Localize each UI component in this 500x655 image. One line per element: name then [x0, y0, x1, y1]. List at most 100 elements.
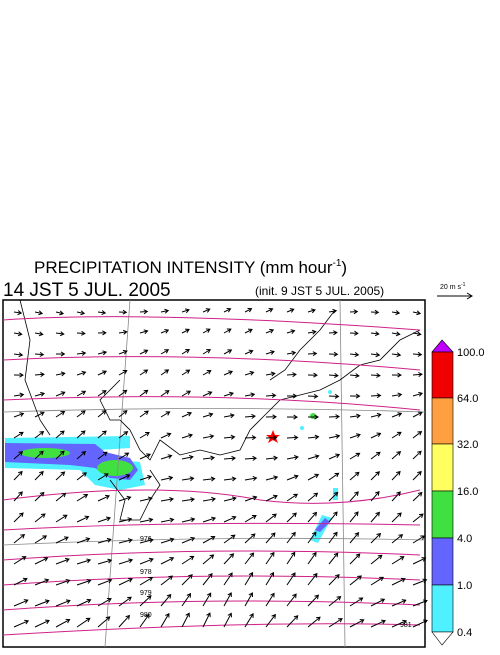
- wind-arrow: [223, 553, 235, 565]
- wind-arrow: [160, 475, 174, 481]
- wind-arrow: [202, 412, 214, 418]
- wind-arrow: [265, 414, 278, 420]
- wind-arrow: [139, 369, 149, 376]
- wind-arrow: [223, 391, 234, 397]
- wind-arrow: [55, 351, 66, 357]
- wind-arrow: [139, 329, 149, 335]
- colorbar-label: 32.0: [457, 439, 478, 451]
- wind-arrow: [328, 511, 338, 523]
- wind-arrow: [13, 470, 23, 481]
- wind-arrow: [55, 471, 66, 481]
- wind-arrow: [34, 619, 50, 628]
- wind-arrow: [391, 491, 401, 502]
- wind-arrow: [349, 619, 365, 628]
- wind-arrow: [118, 452, 130, 460]
- wind-arrow: [160, 328, 170, 334]
- wind-arrow: [55, 310, 65, 316]
- wind-arrow: [223, 434, 236, 440]
- wind-arrow: [391, 534, 404, 544]
- wind-arrow: [412, 599, 428, 607]
- wind-arrow: [307, 329, 317, 335]
- wind-arrow: [202, 434, 215, 440]
- wind-arrow: [265, 455, 279, 461]
- wind-arrow: [181, 536, 196, 544]
- wind-arrow: [391, 577, 406, 586]
- wind-arrow: [412, 470, 422, 481]
- wind-arrow: [412, 513, 424, 523]
- wind-arrow: [349, 433, 361, 439]
- wind-arrow: [55, 536, 69, 544]
- wind-arrow: [76, 410, 86, 418]
- wind-arrow: [139, 309, 149, 315]
- wind-arrow: [76, 617, 91, 628]
- wind-arrow: [118, 538, 133, 544]
- wind-arrow: [202, 455, 216, 461]
- wind-arrow: [223, 476, 237, 482]
- wind-arrow: [223, 534, 236, 544]
- wind-arrow: [34, 331, 44, 337]
- wind-arrow: [412, 619, 428, 628]
- wind-arrow: [286, 435, 299, 441]
- wind-arrow: [118, 577, 133, 586]
- wind-arrow: [286, 455, 299, 460]
- wind-arrow: [307, 551, 317, 565]
- wind-arrow: [160, 612, 170, 628]
- wind-arrow: [391, 331, 401, 337]
- wind-arrow: [370, 309, 380, 315]
- wind-arrow: [55, 599, 71, 607]
- wind-arrow: [307, 372, 318, 378]
- wind-arrow: [370, 412, 382, 418]
- wind-arrow: [118, 517, 133, 523]
- wind-arrow: [160, 496, 174, 502]
- wind-arrow: [244, 571, 254, 586]
- wind-arrow: [391, 619, 408, 628]
- wind-arrow: [34, 557, 49, 565]
- wind-arrow: [328, 595, 342, 607]
- wind-arrow: [265, 551, 275, 565]
- wind-arrow: [160, 593, 172, 607]
- wind-arrow: [223, 413, 235, 419]
- wind-arrow: [76, 494, 89, 502]
- wind-arrow: [223, 455, 237, 461]
- wind-arrow: [328, 414, 340, 420]
- wind-arrow: [13, 392, 25, 398]
- wind-arrow: [412, 557, 427, 565]
- wind-arrow: [328, 552, 339, 565]
- wind-arrow: [202, 476, 216, 482]
- wind-arrow: [223, 349, 233, 355]
- wind-arrow: [181, 433, 194, 439]
- wind-arrow: [370, 331, 380, 337]
- wind-arrow: [160, 390, 170, 397]
- wind-arrow: [118, 474, 131, 481]
- wind-arrow: [307, 492, 319, 502]
- wind-arrow: [181, 592, 192, 607]
- wind-arrow: [286, 329, 296, 335]
- wind-arrow: [160, 432, 172, 439]
- wind-arrow: [139, 349, 149, 355]
- wind-arrow: [139, 432, 150, 439]
- wind-arrow: [307, 434, 320, 440]
- wind-arrow: [307, 414, 320, 420]
- wind-arrow: [55, 492, 67, 502]
- wind-arrow: [265, 571, 275, 586]
- wind-arrow: [223, 572, 233, 586]
- wind-arrow: [349, 575, 362, 586]
- wind-arrow: [97, 310, 107, 316]
- wind-arrow: [307, 572, 318, 586]
- wind-arrow: [160, 537, 175, 544]
- wind-arrow: [370, 432, 382, 439]
- wind-arrow: [118, 389, 128, 397]
- wind-arrow: [181, 517, 196, 523]
- wind-arrow: [328, 393, 340, 399]
- precip: [5, 390, 338, 543]
- wind-arrow: [34, 391, 46, 397]
- wind-arrow: [139, 453, 151, 460]
- wind-arrow: [391, 512, 402, 523]
- wind-arrow: [34, 491, 45, 502]
- wind-arrow: [349, 309, 359, 315]
- wind-arrow: [97, 410, 107, 418]
- wind-arrow: [265, 307, 274, 313]
- wind-arrow: [391, 392, 403, 398]
- wind-arrow: [160, 575, 174, 586]
- wind-arrow: [265, 475, 279, 481]
